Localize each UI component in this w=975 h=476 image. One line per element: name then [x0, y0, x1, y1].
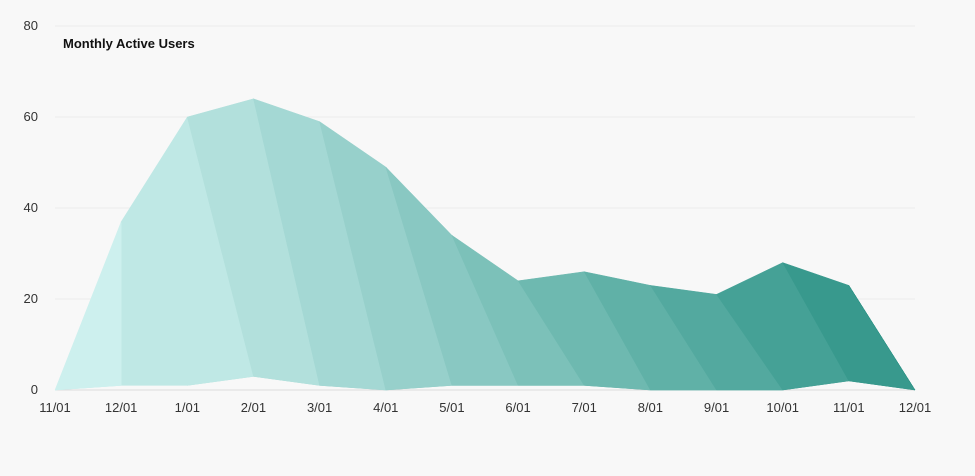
- y-tick-label: 0: [31, 382, 38, 397]
- x-tick-label: 7/01: [572, 400, 597, 415]
- x-tick-label: 8/01: [638, 400, 663, 415]
- y-tick-label: 60: [24, 109, 38, 124]
- x-tick-label: 2/01: [241, 400, 266, 415]
- x-tick-label: 10/01: [766, 400, 799, 415]
- x-tick-label: 1/01: [175, 400, 200, 415]
- area-segment: [54, 221, 122, 391]
- x-tick-label: 12/01: [105, 400, 138, 415]
- y-tick-label: 40: [24, 200, 38, 215]
- axis-labels: 0 20 40 60 80 11/01 12/01 1/01 2/01 3/01 4/01 5/01 6…: [24, 18, 932, 415]
- chart-title: Monthly Active Users: [63, 36, 195, 51]
- x-tick-label: 5/01: [439, 400, 464, 415]
- x-tick-label: 9/01: [704, 400, 729, 415]
- x-tick-label: 12/01: [899, 400, 932, 415]
- area-series: [54, 98, 916, 391]
- y-tick-label: 20: [24, 291, 38, 306]
- x-tick-label: 4/01: [373, 400, 398, 415]
- x-tick-label: 3/01: [307, 400, 332, 415]
- x-tick-label: 11/01: [833, 400, 865, 415]
- area-segment: [848, 285, 916, 391]
- x-tick-label: 6/01: [505, 400, 530, 415]
- x-tick-label: 11/01: [39, 400, 71, 415]
- y-tick-label: 80: [24, 18, 38, 33]
